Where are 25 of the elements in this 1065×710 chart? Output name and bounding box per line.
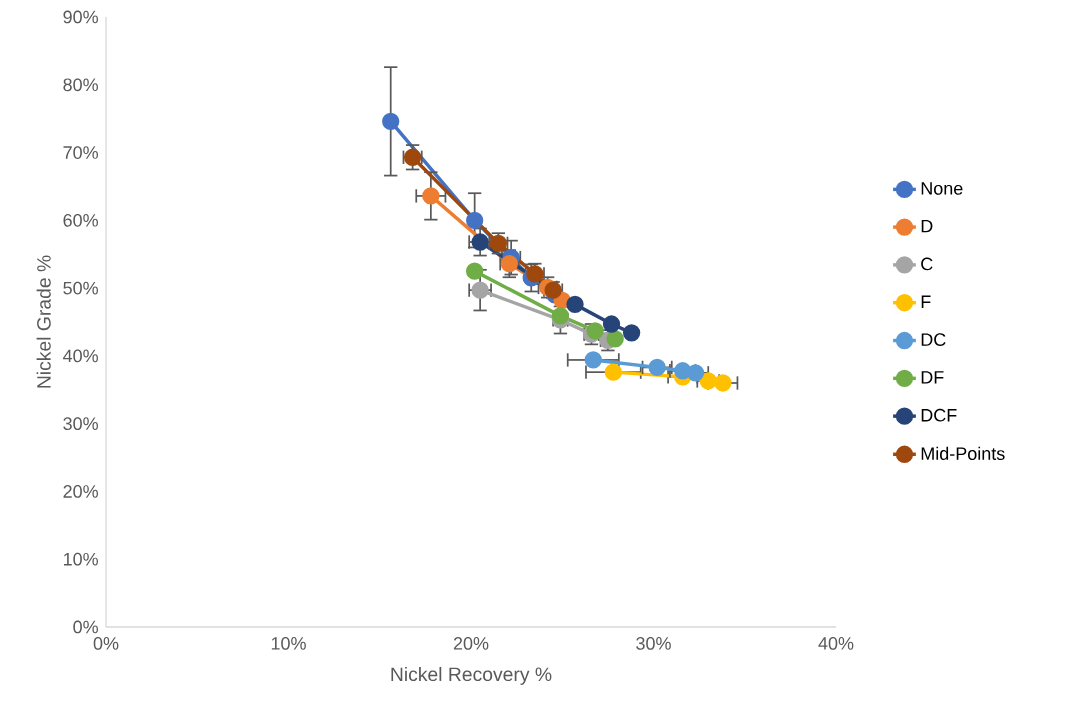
y-tick-label: 90% [63, 10, 98, 24]
x-tick-label: 10% [271, 637, 306, 650]
x-axis-title: Nickel Recovery % [391, 666, 552, 685]
x-tick-label: 30% [636, 637, 671, 650]
y-tick-label: 80% [63, 78, 98, 92]
legend-label: DC [921, 333, 946, 346]
legend-label: None [921, 182, 963, 195]
x-tick-label: 20% [453, 637, 489, 650]
legend-label: F [921, 295, 931, 308]
y-tick-label: 20% [63, 485, 98, 498]
y-tick-label: 10% [63, 552, 98, 566]
y-tick-label: 0% [73, 620, 98, 634]
y-axis-title: Nickel Grade % [36, 255, 51, 388]
legend-label: DF [921, 371, 944, 384]
legend-label: DCF [921, 408, 957, 422]
legend-label: C [921, 257, 933, 271]
x-tick-label: 0% [93, 637, 119, 650]
y-tick-label: 70% [63, 146, 98, 159]
y-tick-label: 40% [63, 349, 98, 363]
y-tick-label: 50% [63, 281, 98, 295]
legend-label: Mid-Points [921, 446, 1005, 460]
legend-label: D [921, 219, 933, 233]
x-tick-label: 40% [818, 637, 854, 650]
y-tick-label: 30% [63, 417, 98, 431]
y-tick-label: 60% [63, 213, 98, 227]
